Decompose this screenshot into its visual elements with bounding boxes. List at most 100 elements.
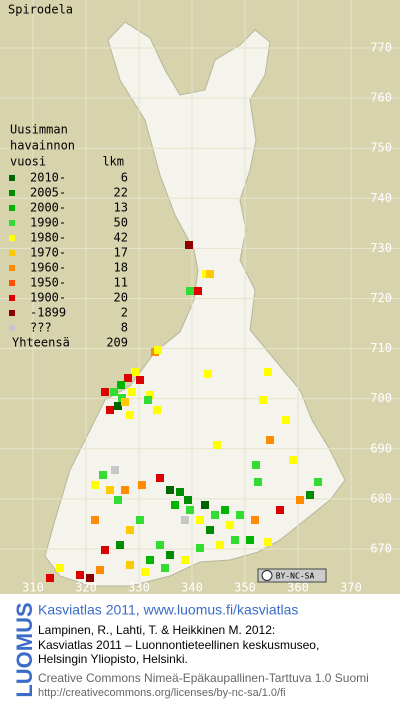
legend-count: 22 bbox=[114, 186, 128, 200]
occurrence-square bbox=[254, 478, 262, 486]
occurrence-square bbox=[91, 516, 99, 524]
citation-line: Helsingin Yliopisto, Helsinki. bbox=[38, 652, 188, 666]
occurrence-square bbox=[221, 506, 229, 514]
citation-line: Lampinen, R., Lahti, T. & Heikkinen M. 2… bbox=[38, 623, 275, 637]
occurrence-square bbox=[166, 551, 174, 559]
occurrence-square bbox=[196, 516, 204, 524]
occurrence-square bbox=[121, 398, 129, 406]
occurrence-square bbox=[101, 388, 109, 396]
x-axis-label: 330 bbox=[128, 581, 150, 595]
occurrence-square bbox=[181, 516, 189, 524]
logo: LUOMUS bbox=[12, 602, 37, 697]
occurrence-square bbox=[216, 541, 224, 549]
legend-label: 1980- bbox=[30, 231, 66, 245]
legend-swatch bbox=[9, 295, 15, 301]
occurrence-square bbox=[136, 376, 144, 384]
occurrence-square bbox=[276, 506, 284, 514]
occurrence-square bbox=[46, 574, 54, 582]
occurrence-square bbox=[206, 526, 214, 534]
occurrence-square bbox=[136, 516, 144, 524]
legend-swatch bbox=[9, 265, 15, 271]
y-axis-label: 770 bbox=[370, 41, 392, 55]
occurrence-square bbox=[101, 546, 109, 554]
occurrence-square bbox=[186, 287, 194, 295]
occurrence-square bbox=[128, 388, 136, 396]
legend-swatch bbox=[9, 310, 15, 316]
occurrence-square bbox=[196, 544, 204, 552]
legend-swatch bbox=[9, 175, 15, 181]
occurrence-square bbox=[213, 441, 221, 449]
occurrence-square bbox=[154, 346, 162, 354]
cc-icon bbox=[261, 570, 273, 581]
occurrence-square bbox=[185, 241, 193, 249]
legend-label: 1960- bbox=[30, 261, 66, 275]
x-axis-label: 350 bbox=[234, 581, 256, 595]
occurrence-square bbox=[146, 556, 154, 564]
legend-label: 2005- bbox=[30, 186, 66, 200]
occurrence-square bbox=[56, 564, 64, 572]
occurrence-square bbox=[236, 511, 244, 519]
occurrence-square bbox=[296, 496, 304, 504]
legend-swatch bbox=[9, 190, 15, 196]
legend-count: 6 bbox=[121, 171, 128, 185]
legend-swatch bbox=[9, 220, 15, 226]
legend-header: vuosi bbox=[10, 155, 46, 169]
occurrence-square bbox=[146, 391, 154, 399]
license-badge-box bbox=[257, 568, 327, 583]
legend-swatch bbox=[9, 205, 15, 211]
occurrence-square bbox=[86, 574, 94, 582]
x-axis-label: 370 bbox=[340, 581, 362, 595]
legend-label: 1970- bbox=[30, 246, 66, 260]
x-axis-label: 320 bbox=[75, 581, 97, 595]
occurrence-square bbox=[282, 416, 290, 424]
finland-outline bbox=[44, 21, 346, 587]
legend-swatch bbox=[9, 280, 15, 286]
legend-label: 1950- bbox=[30, 276, 66, 290]
occurrence-square bbox=[126, 561, 134, 569]
x-axis-label: 310 bbox=[22, 581, 44, 595]
occurrence-square bbox=[106, 406, 114, 414]
footer-heading: Kasviatlas 2011, www.luomus.fi/kasviatla… bbox=[38, 602, 298, 618]
occurrence-square bbox=[138, 481, 146, 489]
occurrence-square bbox=[91, 481, 99, 489]
occurrence-square bbox=[116, 541, 124, 549]
grid bbox=[0, 0, 400, 588]
y-axis-label: 730 bbox=[370, 241, 392, 255]
occurrence-square bbox=[251, 516, 259, 524]
occurrence-square bbox=[186, 506, 194, 514]
legend-label: 2010- bbox=[30, 171, 66, 185]
occurrence-square bbox=[106, 486, 114, 494]
legend-label: 2000- bbox=[30, 201, 66, 215]
occurrence-square bbox=[153, 406, 161, 414]
occurrence-square bbox=[259, 396, 267, 404]
occurrence-square bbox=[226, 521, 234, 529]
legend-total-label: Yhteensä bbox=[12, 336, 70, 350]
legend-count: 50 bbox=[114, 216, 128, 230]
occurrence-square bbox=[126, 526, 134, 534]
occurrence-square bbox=[194, 287, 202, 295]
legend-label: ??? bbox=[30, 321, 52, 335]
occurrence-square bbox=[289, 456, 297, 464]
legend: Uusimman havainnon vuosi lkm 2010- 6 2005- 22 20… bbox=[9, 123, 128, 350]
occurrence-square bbox=[111, 466, 119, 474]
occurrence-square bbox=[110, 388, 118, 396]
map-title: Spirodela bbox=[8, 3, 73, 17]
legend-header: Uusimman bbox=[10, 123, 68, 137]
occurrence-square bbox=[306, 491, 314, 499]
occurrence-square bbox=[114, 496, 122, 504]
occurrence-square bbox=[144, 396, 152, 404]
occurrence-square bbox=[252, 461, 260, 469]
occurrence-square bbox=[166, 486, 174, 494]
occurrence-square bbox=[176, 488, 184, 496]
occurrences bbox=[46, 241, 322, 582]
legend-swatch bbox=[9, 250, 15, 256]
occurrence-square bbox=[181, 556, 189, 564]
occurrence-square bbox=[246, 536, 254, 544]
legend-count: 2 bbox=[121, 306, 128, 320]
legend-count: 20 bbox=[114, 291, 128, 305]
occurrence-square bbox=[264, 368, 272, 376]
legend-swatch bbox=[9, 325, 15, 331]
occurrence-square bbox=[211, 511, 219, 519]
